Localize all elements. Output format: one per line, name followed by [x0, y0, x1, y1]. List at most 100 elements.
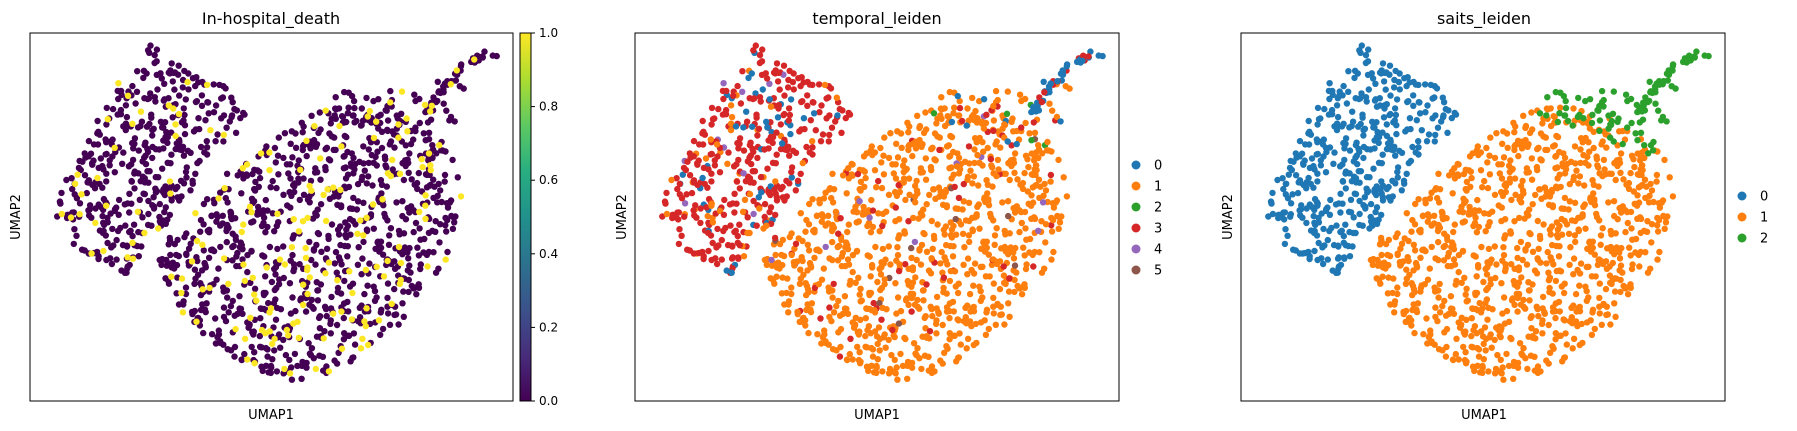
point	[149, 154, 156, 162]
point	[1339, 200, 1346, 207]
point	[784, 275, 791, 282]
point	[792, 149, 800, 156]
point	[316, 109, 323, 116]
point	[723, 267, 730, 274]
point	[130, 221, 138, 228]
point	[1531, 353, 1538, 360]
point	[1332, 201, 1340, 208]
point	[788, 168, 795, 176]
point	[1570, 255, 1578, 262]
point	[1552, 336, 1559, 343]
point	[328, 293, 335, 301]
point	[1281, 240, 1289, 248]
point	[241, 350, 248, 358]
point	[912, 199, 919, 206]
point	[1319, 244, 1326, 251]
point	[990, 310, 997, 317]
point	[970, 282, 977, 289]
point	[247, 314, 254, 321]
point	[197, 143, 205, 151]
point	[805, 247, 813, 254]
point	[330, 146, 337, 154]
point	[1391, 117, 1399, 124]
point	[1063, 193, 1071, 200]
point	[289, 251, 296, 259]
point	[229, 243, 236, 251]
point	[897, 350, 904, 358]
point	[708, 256, 715, 264]
point	[1499, 140, 1506, 147]
point	[489, 52, 496, 59]
point	[789, 78, 797, 86]
point	[1389, 177, 1396, 184]
point	[1390, 84, 1398, 91]
point	[1663, 118, 1670, 125]
point	[734, 239, 741, 246]
point	[162, 204, 169, 211]
point	[1450, 228, 1457, 236]
point	[1596, 294, 1603, 302]
point	[1491, 154, 1499, 162]
point	[1005, 159, 1013, 166]
point	[983, 111, 990, 119]
point	[1423, 315, 1430, 322]
point	[398, 110, 405, 118]
point	[804, 92, 811, 99]
point	[458, 61, 465, 68]
point	[908, 254, 915, 262]
legend-label: 2	[1760, 232, 1768, 247]
point	[675, 209, 683, 216]
point	[1564, 117, 1572, 125]
point	[952, 215, 959, 223]
point	[85, 177, 93, 184]
point	[797, 266, 804, 273]
point	[1006, 230, 1013, 237]
point	[375, 317, 383, 324]
point	[189, 177, 196, 184]
point	[264, 223, 271, 231]
point	[1346, 124, 1353, 131]
point	[1274, 176, 1281, 184]
point	[271, 286, 278, 294]
point	[194, 257, 201, 265]
point	[855, 356, 863, 364]
point	[857, 316, 864, 323]
point	[354, 261, 362, 268]
point	[1296, 153, 1304, 160]
point	[1364, 189, 1371, 196]
point	[229, 257, 236, 264]
point	[993, 225, 1000, 232]
point	[273, 222, 280, 230]
point	[868, 261, 876, 269]
point	[350, 194, 357, 202]
colorbar: 0.00.20.40.60.81.0	[519, 26, 558, 408]
point	[178, 146, 185, 154]
point	[936, 146, 943, 154]
point	[1409, 291, 1416, 299]
point	[266, 328, 273, 335]
point	[879, 304, 886, 312]
point	[412, 219, 420, 227]
point	[136, 196, 143, 203]
point	[798, 126, 805, 133]
point	[735, 255, 742, 262]
point	[272, 316, 280, 323]
point	[299, 301, 307, 308]
point	[1030, 157, 1038, 164]
point	[1558, 283, 1566, 290]
point	[956, 104, 964, 112]
point	[1285, 171, 1293, 178]
point	[1358, 90, 1365, 97]
point	[143, 123, 151, 130]
point	[309, 215, 317, 222]
point	[929, 245, 936, 252]
point	[129, 255, 137, 262]
point	[867, 147, 874, 154]
point	[1434, 124, 1442, 131]
point	[1596, 303, 1603, 310]
point	[1590, 144, 1597, 152]
point	[803, 306, 810, 314]
point	[1522, 140, 1530, 147]
point	[852, 279, 859, 286]
point	[1418, 127, 1426, 134]
